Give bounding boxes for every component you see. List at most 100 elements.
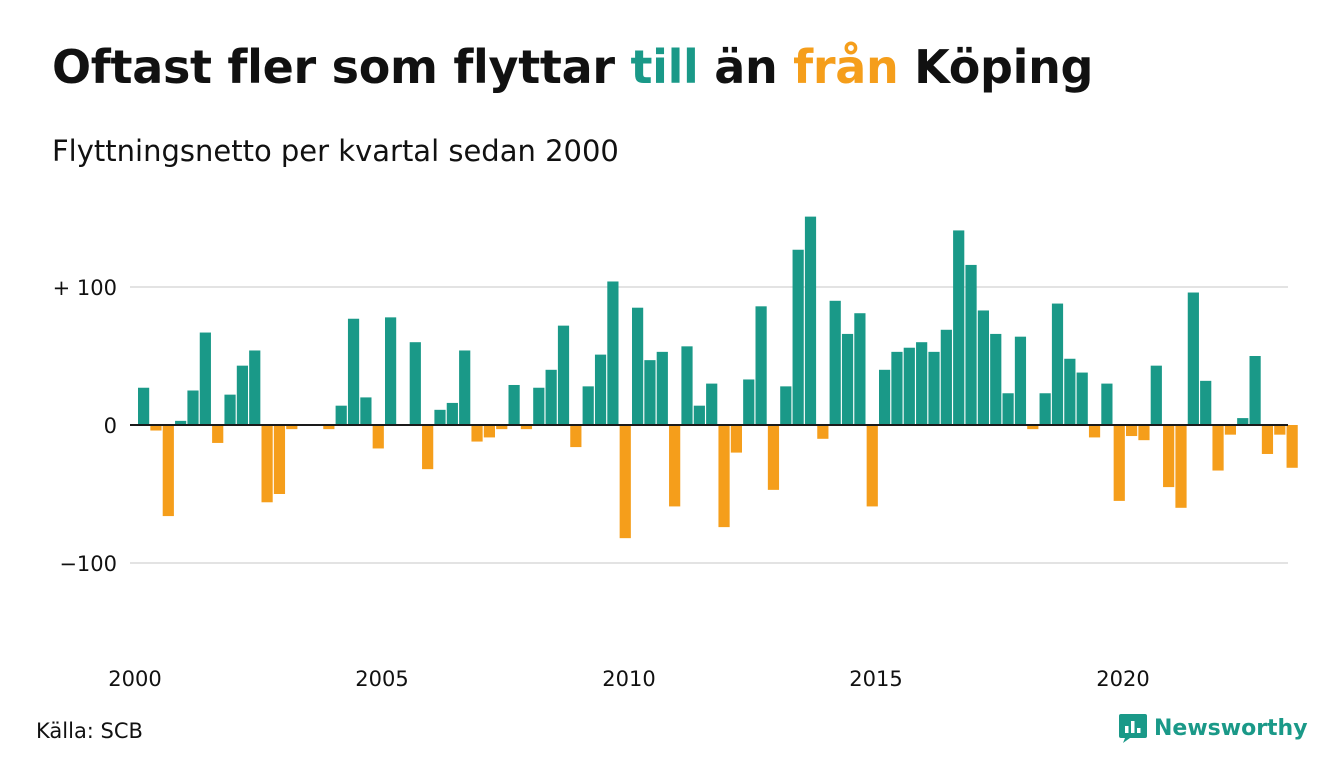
bar [483,425,495,438]
bar [347,318,360,425]
bar [1002,393,1014,425]
bar [1138,425,1150,441]
y-tick-label: + 100 [53,276,117,300]
bar [286,425,298,430]
gridlines [130,286,1288,564]
bar [1187,292,1199,425]
bar [1175,425,1187,508]
bar [841,333,854,425]
x-tick-label: 2010 [602,667,655,691]
bar [459,350,471,425]
bar [977,310,989,425]
bar [533,387,545,425]
bar [385,317,397,425]
x-axis-labels: 2000 2005 2010 2015 2020 [108,667,1149,691]
bar [916,342,928,425]
title-suffix: Köping [898,40,1094,94]
bar [249,350,261,425]
bar [1051,303,1064,425]
title-word-out: från [793,40,899,94]
y-tick-label: 0 [104,414,117,438]
bar [1200,380,1212,425]
x-tick-label: 2015 [849,667,902,691]
title-word-in: till [630,40,699,94]
bar [1237,418,1249,425]
bar [669,425,681,507]
bar [594,354,607,425]
brand-name: Newsworthy [1154,715,1308,741]
bar [619,425,631,539]
bar [212,425,224,443]
bar [940,329,952,425]
bar [1027,425,1039,430]
bar [323,425,335,430]
bar [879,369,891,425]
bar [236,365,248,425]
bar [891,351,903,425]
bar [138,387,150,425]
bar [496,425,508,430]
bar [718,425,730,528]
title-prefix: Oftast fler som flyttar [52,40,631,94]
bar [1150,365,1162,425]
bar [854,313,866,425]
bar [422,425,434,470]
bar [706,383,718,425]
bar [446,402,458,425]
bar [545,369,557,425]
bar [1101,383,1113,425]
bar [335,405,347,425]
newsworthy-logo-icon [1119,714,1147,743]
bar [804,216,817,425]
bar [520,425,533,430]
bar [372,425,384,449]
bar [1088,425,1101,438]
bar [607,281,619,425]
x-tick-label: 2005 [355,667,408,691]
bar [1286,425,1298,468]
bar [1261,425,1274,454]
bar [780,386,792,425]
bar [187,390,199,425]
bar [273,425,286,494]
bar [434,409,446,425]
bar [471,425,483,442]
chart-subtitle: Flyttningsnetto per kvartal sedan 2000 [52,134,619,168]
bar [1064,358,1076,425]
x-tick-label: 2000 [108,667,161,691]
bar [755,306,767,425]
bar [656,351,668,425]
bar [508,384,520,425]
bar [1014,336,1027,425]
bar [570,425,582,448]
bar [1076,372,1088,425]
bar-chart: + 100 0 −100 2000 2005 2010 2015 2020 [53,216,1298,691]
bar [693,405,705,425]
bar [903,347,915,425]
bar [360,397,372,425]
bar [681,346,693,425]
bar [175,420,187,425]
bar [1163,425,1175,488]
bar [557,325,570,425]
bar [817,425,829,439]
bar [409,342,421,425]
bar [150,425,162,431]
bar [928,351,940,425]
bar [261,425,273,503]
bar [199,332,211,425]
bar [224,394,236,425]
y-tick-label: −100 [59,552,117,576]
bar [644,360,656,425]
bar [162,425,174,517]
brand-logo[interactable]: Newsworthy [1118,712,1308,744]
bar [965,264,977,425]
bar [866,425,878,507]
bar [730,425,742,453]
bar [829,300,841,425]
bar [743,379,755,425]
bar [767,425,780,490]
title-middle: än [698,40,794,94]
bar [953,230,965,425]
source-note: Källa: SCB [36,719,143,743]
